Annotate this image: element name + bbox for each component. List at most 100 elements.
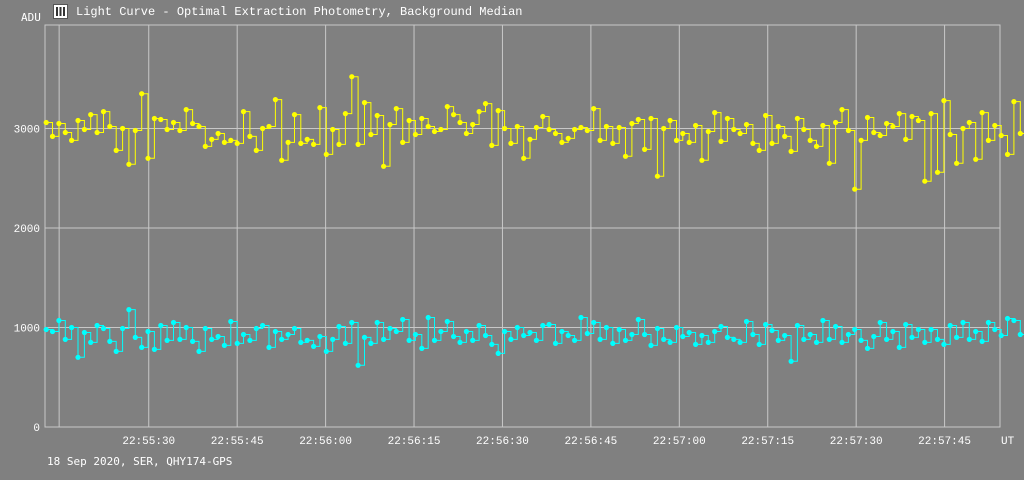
data-point-comparison: [992, 326, 998, 333]
data-point-target: [502, 125, 508, 132]
plot-frame: [44, 24, 1001, 428]
data-point-target: [279, 157, 285, 163]
data-point-comparison: [864, 345, 871, 351]
data-point-target: [253, 147, 259, 153]
data-point-target: [291, 112, 298, 118]
data-point-comparison: [126, 307, 132, 313]
data-point-comparison: [909, 334, 915, 340]
data-point-comparison: [775, 337, 781, 343]
data-point-comparison: [896, 344, 902, 350]
data-point-comparison: [750, 331, 756, 338]
x-tick-label: 22:57:15: [741, 436, 794, 448]
data-point-comparison: [88, 339, 94, 345]
data-point-comparison: [476, 322, 482, 329]
data-point-comparison: [928, 326, 934, 333]
data-point-comparison: [62, 336, 68, 342]
data-point-target: [578, 124, 584, 131]
data-point-target: [247, 133, 253, 139]
y-tick-label: 3000: [14, 124, 40, 136]
data-point-target: [769, 140, 775, 146]
data-point-target: [852, 186, 858, 192]
data-point-comparison: [240, 331, 247, 338]
data-point-target: [221, 139, 227, 145]
data-point-target: [756, 147, 762, 153]
data-point-comparison: [451, 333, 457, 340]
data-point-comparison: [444, 318, 450, 325]
data-point-target: [508, 140, 514, 146]
data-point-comparison: [49, 328, 56, 335]
data-point-comparison: [546, 321, 552, 328]
data-point-target: [120, 125, 126, 132]
data-point-comparison: [648, 342, 654, 348]
data-point-target: [673, 137, 680, 143]
data-point-comparison: [661, 336, 667, 342]
data-point-comparison: [794, 322, 801, 329]
data-point-target: [597, 137, 603, 143]
data-point-target: [527, 136, 533, 142]
data-point-target: [794, 115, 801, 122]
data-point-comparison: [801, 336, 807, 342]
data-point-target: [317, 105, 323, 111]
data-point-target: [170, 119, 177, 126]
data-point-comparison: [75, 354, 81, 360]
data-point-target: [374, 112, 380, 119]
data-point-target: [406, 117, 412, 124]
data-point-comparison: [177, 336, 183, 342]
data-point-target: [642, 146, 648, 152]
data-point-target: [871, 129, 877, 136]
data-point-comparison: [686, 329, 692, 336]
data-point-comparison: [979, 338, 985, 344]
chart-title: Light Curve - Optimal Extraction Photome…: [53, 4, 522, 19]
data-point-comparison: [540, 322, 546, 329]
data-point-comparison: [654, 325, 661, 332]
data-point-target: [845, 127, 852, 134]
data-point-target: [546, 126, 552, 133]
data-point-comparison: [387, 325, 393, 332]
data-point-comparison: [934, 336, 941, 342]
data-point-target: [947, 131, 953, 138]
data-point-comparison: [591, 319, 597, 326]
data-point-target: [228, 137, 234, 143]
data-point-target: [915, 117, 922, 124]
data-point-target: [457, 119, 463, 126]
data-point-comparison: [342, 340, 348, 346]
data-point-comparison: [527, 329, 533, 336]
footer-info: 18 Sep 2020, SER, QHY174-GPS: [47, 455, 233, 468]
data-point-target: [890, 123, 896, 130]
x-tick-label: 22:56:15: [388, 436, 441, 448]
data-point-comparison: [769, 327, 775, 334]
data-point-target: [903, 136, 909, 142]
data-point-comparison: [743, 318, 750, 325]
data-point-target: [62, 129, 68, 136]
data-point-target: [158, 116, 164, 123]
data-point-target: [985, 137, 992, 143]
data-point-comparison: [317, 333, 323, 340]
data-point-comparison: [884, 336, 890, 342]
data-point-comparison: [985, 319, 992, 326]
data-point-comparison: [412, 331, 418, 338]
app-icon[interactable]: [53, 4, 68, 19]
data-point-comparison: [1011, 317, 1017, 324]
data-point-target: [603, 123, 610, 130]
data-point-comparison: [406, 337, 412, 343]
data-point-target: [202, 143, 208, 149]
data-point-comparison: [253, 325, 259, 332]
data-point-comparison: [922, 339, 928, 345]
data-point-comparison: [941, 341, 947, 347]
data-point-target: [992, 122, 998, 129]
data-point-target: [928, 111, 934, 117]
data-point-target: [151, 115, 157, 122]
y-tick-label: 0: [33, 423, 40, 435]
data-point-comparison: [756, 341, 762, 347]
data-point-target: [820, 122, 826, 129]
data-point-target: [451, 112, 457, 118]
data-point-target: [705, 128, 711, 135]
data-point-target: [393, 106, 399, 112]
data-point-target: [934, 169, 941, 175]
series-line-target: [46, 76, 1024, 190]
x-axis-unit-label: UT: [1001, 436, 1015, 448]
data-point-target: [635, 116, 641, 123]
data-point-comparison: [731, 336, 737, 342]
data-point-comparison: [311, 343, 317, 349]
